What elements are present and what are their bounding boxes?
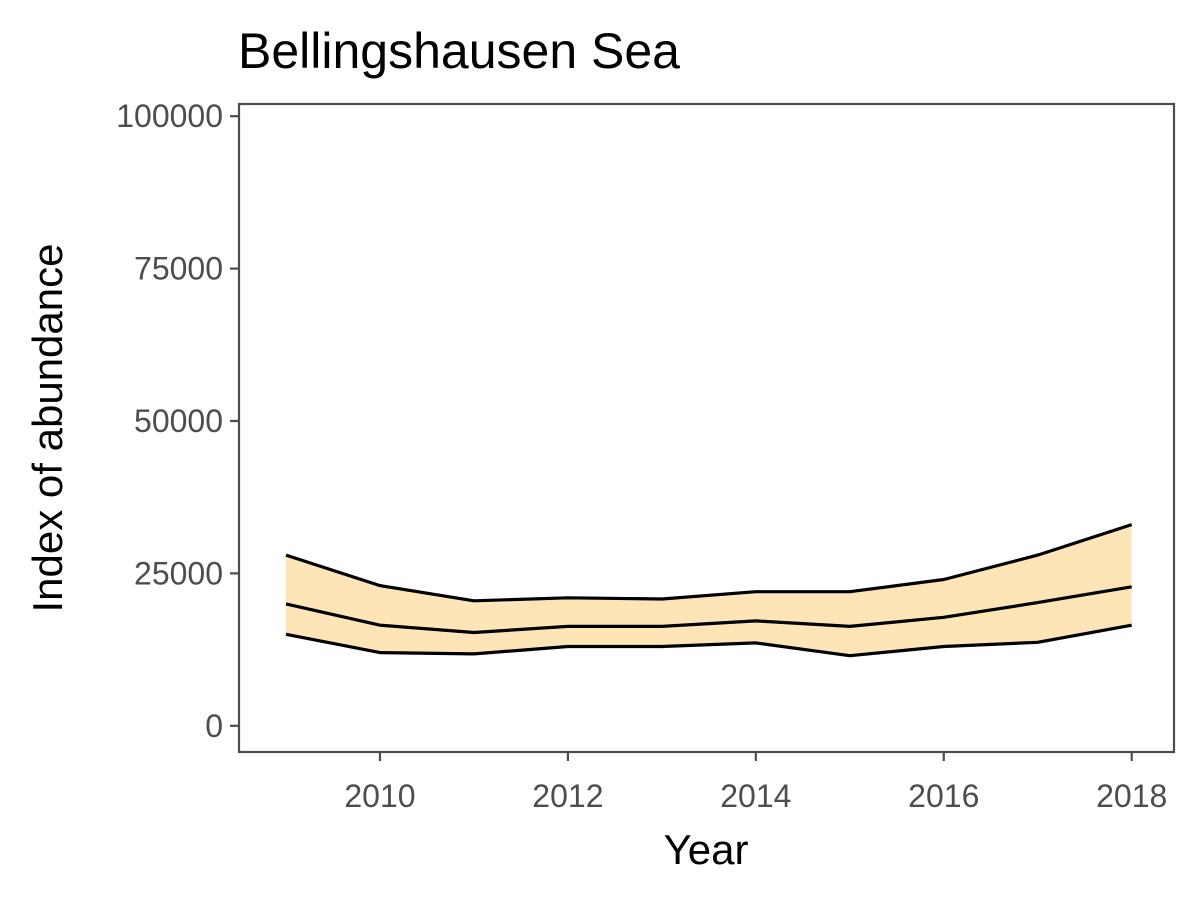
y-tick-label: 50000 bbox=[134, 403, 223, 439]
x-tick-label: 2018 bbox=[1096, 778, 1167, 814]
confidence-band bbox=[286, 524, 1132, 656]
y-axis: 0 25000 50000 75000 100000 bbox=[116, 98, 239, 744]
x-axis: 2010 2012 2014 2016 2018 bbox=[344, 752, 1167, 814]
y-tick-label: 75000 bbox=[134, 251, 223, 287]
y-tick-label: 100000 bbox=[116, 98, 223, 134]
x-tick-label: 2010 bbox=[344, 778, 415, 814]
y-axis-label: Index of abundance bbox=[24, 244, 71, 613]
estimate-line bbox=[285, 585, 1132, 635]
x-axis-label: Year bbox=[664, 826, 749, 873]
plot-frame bbox=[237, 102, 1176, 754]
series-lines-layer bbox=[285, 523, 1133, 658]
x-tick-label: 2016 bbox=[908, 778, 979, 814]
upper-line bbox=[285, 523, 1133, 603]
confidence-band-layer bbox=[286, 524, 1132, 656]
lower-line bbox=[285, 623, 1132, 658]
x-tick-label: 2012 bbox=[532, 778, 603, 814]
plot-area bbox=[237, 102, 1176, 754]
y-tick-label: 25000 bbox=[134, 555, 223, 591]
chart-title: Bellingshausen Sea bbox=[238, 23, 680, 79]
x-tick-label: 2014 bbox=[720, 778, 791, 814]
y-tick-label: 0 bbox=[205, 708, 223, 744]
